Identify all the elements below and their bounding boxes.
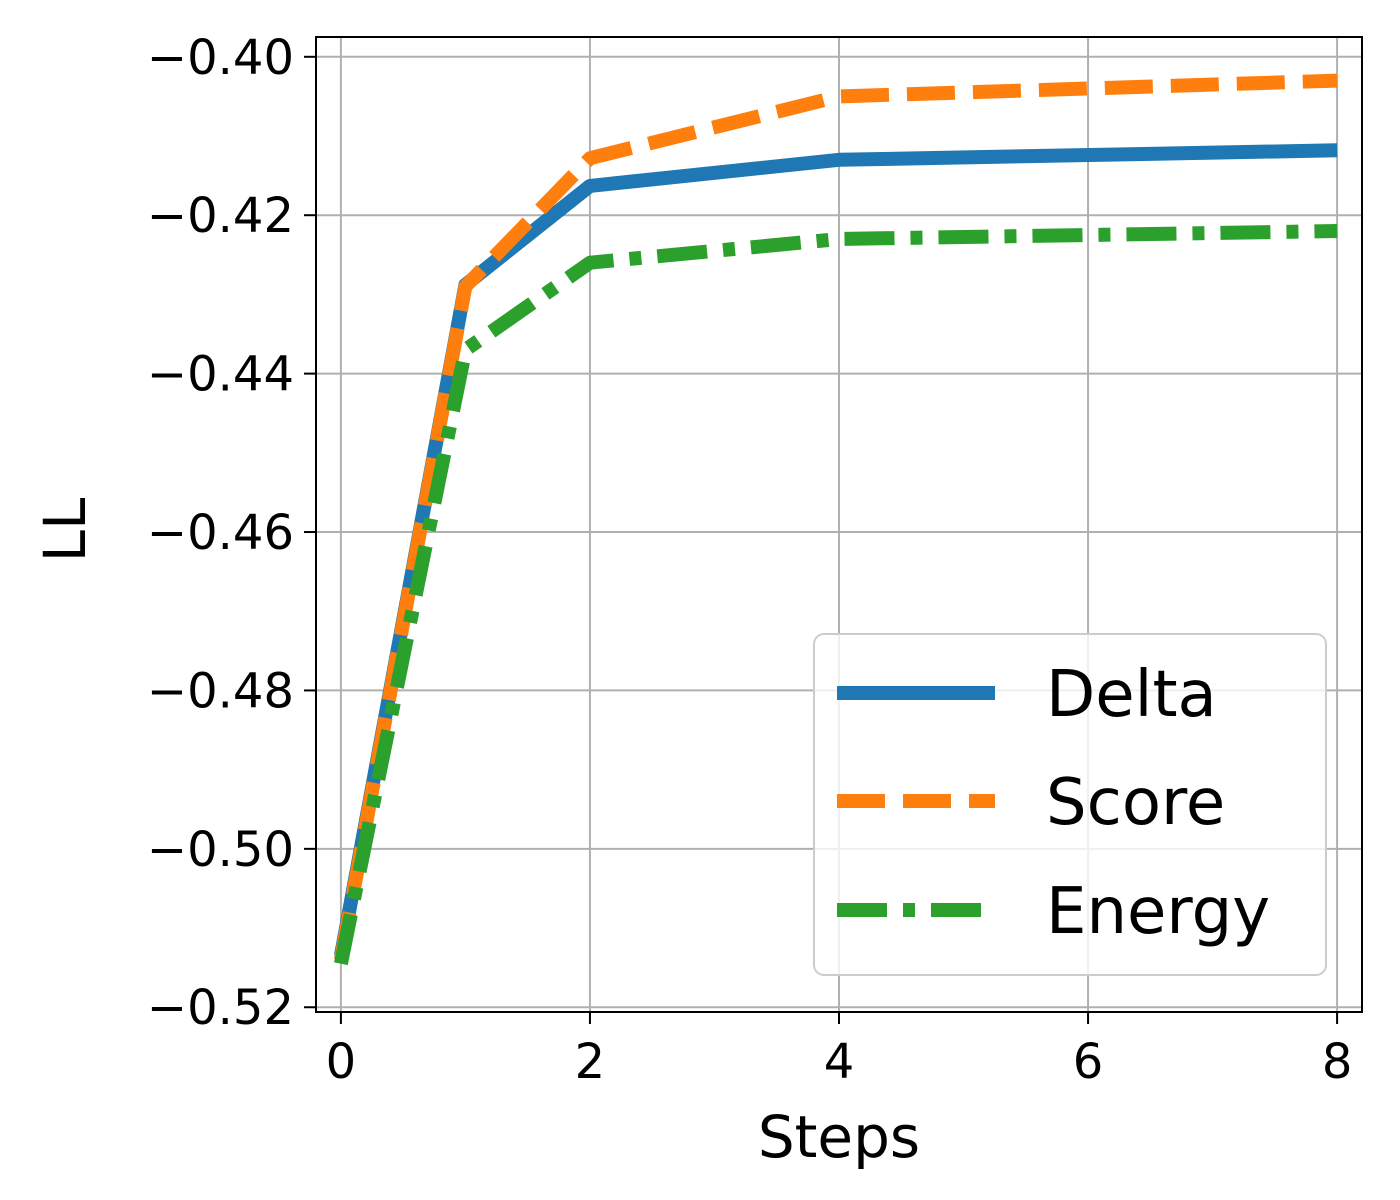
axis-ticks: 0 2 4 6 8 −0.52 −0.50 −0.48 −0.46 −0.44 −0.42 −0.40 xyxy=(147,30,1352,1090)
x-tick-label: 2 xyxy=(575,1034,606,1090)
series-line-delta xyxy=(334,143,1338,958)
x-tick-label: 8 xyxy=(1322,1034,1353,1090)
y-tick-label: −0.42 xyxy=(147,188,294,244)
series-line-score xyxy=(334,73,1338,961)
legend-frame xyxy=(813,633,1327,976)
y-tick-label: −0.50 xyxy=(147,822,294,878)
x-tick-label: 4 xyxy=(824,1034,855,1090)
legend: Delta Score Energy xyxy=(813,633,1327,976)
legend-label-score: Score xyxy=(1046,766,1225,840)
series-line-energy xyxy=(334,224,1338,966)
y-tick-label: −0.46 xyxy=(147,505,294,561)
x-tick-label: 6 xyxy=(1073,1034,1104,1090)
y-tick-label: −0.44 xyxy=(147,347,294,403)
x-axis-label: Steps xyxy=(758,1103,920,1171)
y-axis-label: LL xyxy=(31,498,99,563)
y-tick-label: −0.48 xyxy=(147,663,294,719)
legend-label-energy: Energy xyxy=(1046,875,1270,949)
y-tick-label: −0.40 xyxy=(147,30,294,86)
x-tick-label: 0 xyxy=(326,1034,357,1090)
grid-lines xyxy=(316,37,1362,1012)
y-tick-label: −0.52 xyxy=(147,980,294,1036)
series-lines xyxy=(334,73,1338,966)
legend-label-delta: Delta xyxy=(1046,658,1217,732)
